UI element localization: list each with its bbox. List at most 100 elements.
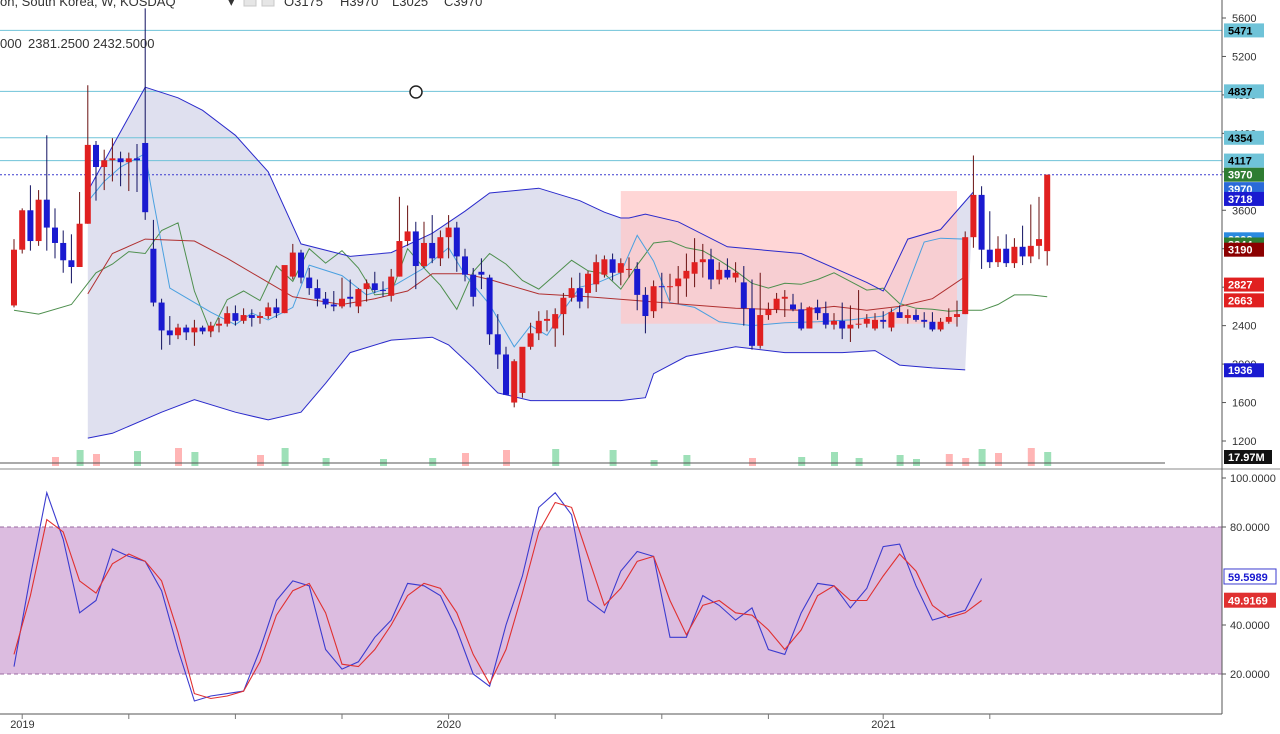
candle-body[interactable] [995,248,1001,263]
candle-body[interactable] [724,269,731,278]
candle-body[interactable] [954,314,960,317]
candle-body[interactable] [257,316,263,318]
candle-body[interactable] [691,262,698,274]
candle-body[interactable] [158,302,165,331]
candle-body[interactable] [421,242,427,267]
candle-body[interactable] [732,272,739,278]
candle-body[interactable] [896,312,903,318]
candle-body[interactable] [248,315,255,318]
candle-body[interactable] [355,289,362,307]
candle-body[interactable] [52,227,58,243]
candle-body[interactable] [470,274,477,297]
candle-body[interactable] [216,323,222,326]
candle-body[interactable] [609,259,616,273]
candle-body[interactable] [765,309,772,316]
candle-body[interactable] [863,318,870,324]
candle-body[interactable] [166,330,173,336]
candle-body[interactable] [740,282,747,309]
candle-body[interactable] [880,319,887,322]
candle-body[interactable] [125,158,132,163]
candle-body[interactable] [855,323,862,325]
candle-body[interactable] [806,307,813,329]
candle-body[interactable] [1003,248,1010,264]
candle-body[interactable] [535,320,542,334]
candle-body[interactable] [593,262,600,285]
candle-body[interactable] [404,231,411,242]
candle-body[interactable] [576,288,583,302]
candle-body[interactable] [232,313,239,321]
candle-body[interactable] [716,269,723,280]
candle-body[interactable] [265,307,272,317]
candle-body[interactable] [396,241,403,277]
candle-body[interactable] [117,158,124,163]
candle-body[interactable] [462,256,468,275]
candle-body[interactable] [35,199,42,242]
candle-body[interactable] [183,327,190,333]
candle-body[interactable] [773,298,780,310]
candle-body[interactable] [904,315,911,318]
candle-body[interactable] [429,242,436,259]
candle-body[interactable] [626,268,632,270]
candle-body[interactable] [68,260,75,267]
candle-body[interactable] [617,263,624,273]
candle-body[interactable] [872,319,878,329]
candle-body[interactable] [330,304,337,307]
candle-body[interactable] [888,312,895,328]
candle-body[interactable] [175,327,181,336]
candle-body[interactable] [322,298,329,305]
candle-body[interactable] [1027,245,1034,257]
candle-body[interactable] [134,158,140,161]
candle-body[interactable] [19,210,26,250]
candle-body[interactable] [281,265,288,314]
candle-body[interactable] [601,259,608,275]
candle-body[interactable] [1036,239,1042,246]
candle-body[interactable] [101,160,108,168]
candle-body[interactable] [142,142,149,213]
candle-body[interactable] [568,288,575,298]
candle-body[interactable] [109,158,116,161]
candle-body[interactable] [199,327,206,332]
candle-body[interactable] [11,249,17,306]
candle-body[interactable] [708,259,714,280]
candle-body[interactable] [76,223,83,267]
candle-body[interactable] [798,309,805,329]
candle-body[interactable] [847,324,854,329]
candle-body[interactable] [937,321,944,330]
candle-body[interactable] [822,313,829,325]
candle-body[interactable] [84,144,91,224]
candle-body[interactable] [503,354,509,395]
close-icon[interactable] [261,0,275,7]
candle-body[interactable] [757,315,764,346]
candle-body[interactable] [913,315,919,320]
candle-body[interactable] [1044,174,1051,252]
candle-body[interactable] [339,298,345,307]
candle-body[interactable] [314,288,321,299]
candle-body[interactable] [511,361,518,403]
candle-body[interactable] [552,314,559,329]
stochastic-pane[interactable] [0,490,1222,702]
candle-body[interactable] [363,283,370,290]
candle-body[interactable] [60,242,67,261]
candle-body[interactable] [298,252,304,278]
candle-body[interactable] [289,252,296,277]
candle-body[interactable] [544,318,550,321]
candle-body[interactable] [1011,246,1018,264]
candle-body[interactable] [929,321,936,330]
candle-body[interactable] [978,194,985,250]
price-pane[interactable] [0,8,1222,466]
candle-body[interactable] [371,283,378,291]
candle-body[interactable] [519,346,526,393]
candle-body[interactable] [749,308,755,346]
candle-body[interactable] [273,307,280,314]
candle-body[interactable] [986,249,993,263]
candle-body[interactable] [27,210,34,242]
candle-body[interactable] [347,296,354,299]
candle-body[interactable] [494,334,501,355]
candle-body[interactable] [945,316,952,322]
candle-body[interactable] [781,296,788,299]
candle-body[interactable] [675,278,682,287]
candle-body[interactable] [585,273,591,293]
candle-body[interactable] [658,286,665,288]
candle-body[interactable] [486,277,493,335]
candle-body[interactable] [642,294,649,317]
